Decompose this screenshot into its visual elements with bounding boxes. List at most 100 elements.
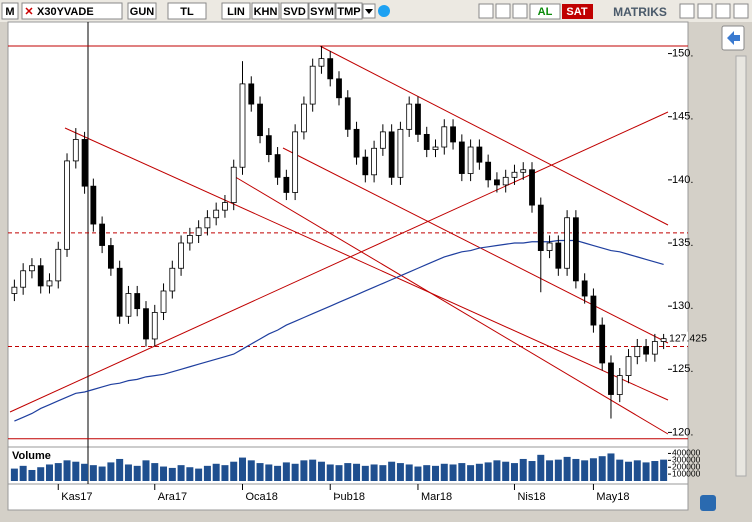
x-tick-label: Oca18 bbox=[245, 491, 277, 503]
candle-body bbox=[564, 217, 571, 269]
logo: M bbox=[5, 6, 14, 18]
trend-line bbox=[282, 147, 669, 344]
volume-tick-label: 400000 bbox=[672, 448, 701, 458]
icon-button[interactable] bbox=[478, 3, 494, 19]
candle-body bbox=[599, 324, 606, 364]
x-tick-label: May18 bbox=[596, 491, 629, 503]
candle-body bbox=[186, 235, 193, 244]
candle-body bbox=[520, 169, 527, 173]
candle-body bbox=[344, 97, 351, 130]
volume-bar bbox=[572, 458, 580, 481]
toolbar-button-label: LIN bbox=[227, 6, 245, 18]
y-tick-label: 120. bbox=[672, 426, 693, 438]
toolbar-button[interactable] bbox=[167, 2, 207, 20]
x-tick-label: Ara17 bbox=[158, 491, 187, 503]
refresh-button[interactable] bbox=[700, 495, 716, 511]
volume-bar bbox=[98, 466, 106, 481]
volume-bar bbox=[449, 464, 457, 481]
dropdown-arrow bbox=[365, 9, 373, 14]
volume-bar bbox=[633, 460, 641, 481]
candle-body bbox=[204, 217, 211, 229]
volume-bar bbox=[203, 465, 211, 481]
volume-bar bbox=[370, 464, 378, 481]
candle-body bbox=[178, 242, 184, 269]
volume-bar bbox=[432, 465, 440, 481]
candle-body bbox=[160, 290, 167, 313]
volume-bar bbox=[563, 456, 571, 481]
volume-bar bbox=[177, 465, 185, 481]
scrollbar[interactable] bbox=[735, 55, 747, 477]
candle-body bbox=[608, 362, 614, 395]
window-button[interactable] bbox=[733, 3, 749, 19]
candle-body bbox=[99, 223, 106, 246]
candle-body bbox=[432, 146, 439, 150]
candle-body bbox=[511, 171, 518, 178]
toolbar-button[interactable] bbox=[280, 2, 309, 20]
volume-title: Volume bbox=[12, 450, 51, 462]
close-icon[interactable]: ✕ bbox=[24, 6, 33, 18]
twitter-icon[interactable] bbox=[378, 5, 390, 17]
toolbar-button[interactable] bbox=[251, 2, 280, 20]
candle-body bbox=[107, 245, 114, 269]
volume-bar bbox=[265, 464, 273, 481]
window-button[interactable] bbox=[697, 3, 713, 19]
volume-bar bbox=[379, 465, 387, 481]
volume-bar bbox=[81, 463, 89, 481]
volume-bar bbox=[45, 464, 53, 481]
candle-body bbox=[643, 346, 649, 355]
candle-body bbox=[55, 248, 62, 282]
x-tick-label: Þub18 bbox=[333, 491, 365, 503]
candle-body bbox=[616, 375, 623, 395]
volume-bar bbox=[405, 464, 413, 481]
candle-body bbox=[213, 209, 220, 219]
sell-button[interactable] bbox=[562, 4, 593, 19]
toolbar-button-label: SVD bbox=[283, 6, 306, 18]
candle-body bbox=[195, 227, 202, 236]
icon-button[interactable] bbox=[495, 3, 511, 19]
volume-bar bbox=[317, 461, 325, 481]
logo-button[interactable] bbox=[1, 2, 19, 20]
y-tick-label: 130. bbox=[672, 300, 693, 312]
toolbar-button[interactable] bbox=[308, 2, 336, 20]
icon-button[interactable] bbox=[512, 3, 528, 19]
volume-bar bbox=[581, 460, 589, 481]
volume-bar bbox=[554, 459, 562, 481]
volume-bar bbox=[168, 467, 176, 481]
candle-body bbox=[327, 58, 334, 80]
volume-bar bbox=[63, 460, 71, 481]
volume-bar bbox=[642, 462, 650, 481]
toolbar-buttons: GUN TL LIN KHN SVD SYM TMP bbox=[127, 2, 363, 20]
toolbar-button[interactable] bbox=[127, 2, 157, 20]
candle-body bbox=[406, 103, 413, 130]
toolbar-button[interactable] bbox=[221, 2, 251, 20]
volume-bar bbox=[414, 466, 422, 481]
volume-bar bbox=[344, 463, 352, 481]
symbol-box[interactable] bbox=[21, 2, 123, 20]
toolbar-button[interactable] bbox=[335, 2, 363, 20]
volume-bar bbox=[309, 459, 317, 481]
candle-body bbox=[572, 217, 579, 282]
volume-bar bbox=[274, 465, 282, 481]
volume-bar bbox=[326, 464, 334, 481]
volume-bar bbox=[607, 453, 615, 481]
window-button[interactable] bbox=[679, 3, 695, 19]
volume-bar bbox=[598, 456, 606, 481]
candle-body bbox=[116, 267, 123, 317]
trend-line bbox=[231, 174, 669, 435]
volume-bar bbox=[519, 458, 527, 481]
window-button[interactable] bbox=[715, 3, 731, 19]
candle-body bbox=[581, 280, 588, 297]
buy-button[interactable] bbox=[529, 3, 561, 20]
x-tick-label: Nis18 bbox=[517, 491, 545, 503]
candle-body bbox=[90, 185, 97, 225]
volume-bar bbox=[651, 461, 659, 481]
volume-bar bbox=[353, 463, 361, 481]
candle-body bbox=[265, 135, 272, 155]
candle-body bbox=[318, 58, 325, 67]
symbol: X30YVADE bbox=[37, 6, 94, 18]
buy-label: AL bbox=[538, 6, 553, 18]
volume-bar bbox=[19, 465, 27, 481]
volume-bar bbox=[616, 459, 624, 481]
last-price-box bbox=[669, 331, 688, 346]
back-arrow bbox=[727, 31, 740, 45]
